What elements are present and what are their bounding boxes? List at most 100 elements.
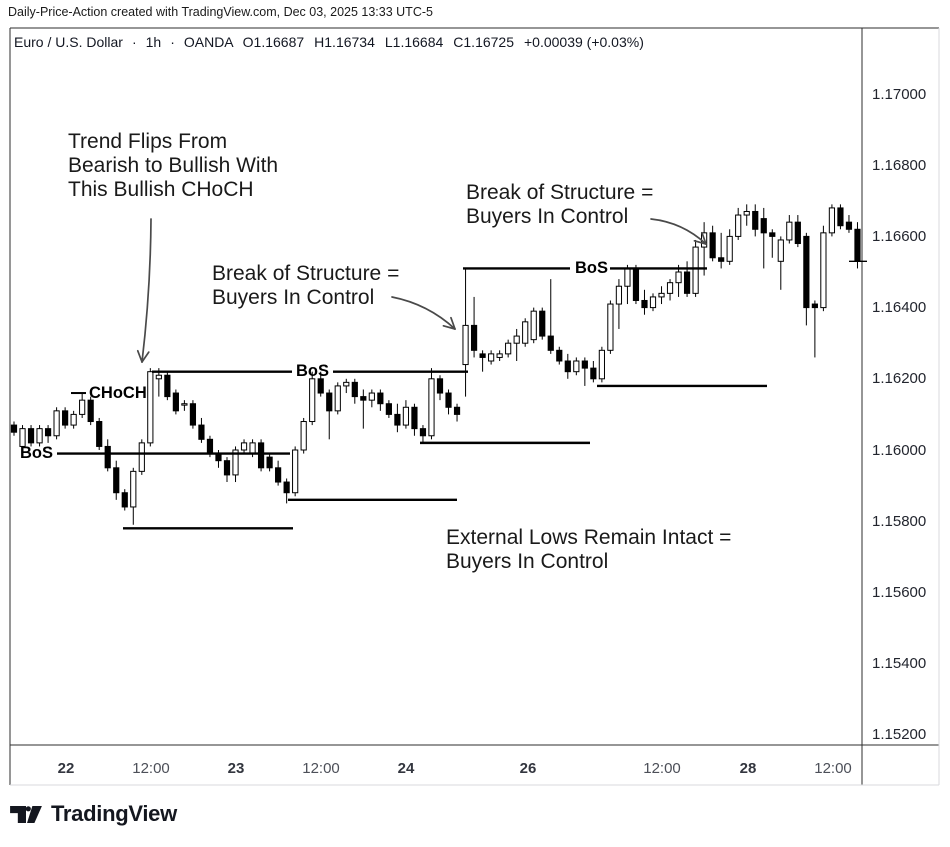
- annotation-line: External Lows Remain Intact =: [446, 526, 732, 549]
- price-axis[interactable]: 1.17000 1.16800 1.16600 1.16400 1.16200 1.160…: [862, 28, 940, 785]
- candle: [820, 225, 827, 312]
- x-axis-label: 23: [227, 760, 245, 777]
- candle: [147, 368, 154, 447]
- candle: [615, 279, 623, 329]
- structure-lines-layer: [57, 260, 867, 530]
- candle: [624, 264, 631, 305]
- ohlc-close: C1.16725: [453, 34, 514, 50]
- candle: [649, 293, 657, 312]
- candle: [513, 328, 520, 361]
- tradingview-logo[interactable]: TradingView: [10, 801, 177, 827]
- candle: [743, 204, 750, 226]
- candle: [598, 346, 605, 383]
- structure-label-choch[interactable]: CHoCH: [89, 383, 147, 402]
- candle: [445, 389, 452, 415]
- candle: [794, 215, 801, 248]
- annotation-bos-note-1[interactable]: Break of Structure = Buyers In Control: [212, 262, 399, 310]
- annotation-external-lows-note[interactable]: External Lows Remain Intact = Buyers In C…: [446, 526, 731, 574]
- interval-label[interactable]: 1h: [145, 34, 162, 50]
- candle: [709, 225, 716, 262]
- x-axis-label: 26: [519, 760, 537, 777]
- candle: [283, 478, 290, 504]
- candle: [683, 261, 691, 297]
- candle: [760, 207, 767, 269]
- structure-label-bos[interactable]: BoS: [20, 444, 53, 463]
- watermark-note: Daily-Price-Action created with TradingV…: [8, 5, 433, 19]
- candle: [564, 353, 571, 379]
- candle: [453, 403, 461, 422]
- candle: [257, 439, 265, 472]
- structure-label-bos[interactable]: BoS: [296, 362, 329, 381]
- candle: [786, 215, 793, 244]
- candle: [96, 417, 103, 450]
- ohlc-change: +0.00039 (+0.03%): [524, 34, 644, 50]
- candle: [811, 300, 818, 358]
- y-axis-label: 1.16200: [872, 370, 927, 388]
- candle: [436, 375, 444, 401]
- candle: [27, 425, 35, 447]
- candle: [496, 350, 503, 361]
- candle: [232, 446, 239, 483]
- annotation-line: Bearish to Bullish With: [68, 154, 279, 177]
- separator-dot: ·: [170, 34, 175, 50]
- annotation-arrows-layer: [136, 218, 707, 363]
- candle: [360, 389, 367, 429]
- symbol-name[interactable]: Euro / U.S. Dollar: [14, 34, 123, 50]
- annotation-line: Buyers In Control: [212, 286, 375, 309]
- candle: [317, 371, 324, 397]
- candle: [530, 307, 537, 344]
- annotation-arrow: [391, 296, 456, 330]
- ohlc-low: L1.16684: [384, 34, 444, 50]
- candle: [522, 318, 529, 347]
- candle: [752, 204, 759, 237]
- candle: [326, 389, 333, 440]
- candle: [470, 296, 478, 358]
- candle: [198, 417, 205, 443]
- y-axis-label: 1.16600: [872, 227, 927, 245]
- ohlc-values: O1.16687 H1.16734 L1.16684 C1.16725 +0.00039…: [243, 34, 654, 50]
- annotation-bos-note-2[interactable]: Break of Structure = Buyers In Control: [466, 181, 653, 229]
- candle: [44, 425, 52, 443]
- candle: [164, 371, 171, 401]
- annotation-line: Trend Flips From: [68, 130, 228, 153]
- candle: [777, 236, 784, 290]
- annotation-line: Buyers In Control: [466, 205, 629, 228]
- candle: [70, 410, 77, 429]
- candle: [539, 307, 546, 340]
- candle: [666, 279, 674, 301]
- candle: [172, 389, 179, 415]
- candle: [351, 378, 358, 404]
- annotation-line: Break of Structure =: [466, 181, 654, 204]
- symbol-info-bar: Euro / U.S. Dollar · 1h · OANDA O1.16687…: [14, 34, 654, 50]
- x-axis-label: 12:00: [643, 760, 681, 777]
- candle: [223, 457, 231, 483]
- candle: [837, 204, 844, 230]
- time-axis[interactable]: 22 12:00 23 12:00 24 26 12:00 28 12:00: [10, 745, 862, 785]
- candle: [419, 425, 427, 443]
- candle: [385, 400, 392, 418]
- candle: [607, 300, 614, 354]
- x-axis-label: 12:00: [132, 760, 170, 777]
- structure-label-bos[interactable]: BoS: [575, 258, 608, 277]
- candle: [581, 357, 588, 386]
- candle: [181, 400, 188, 411]
- annotation-choch-note[interactable]: Trend Flips From Bearish to Bullish With T…: [68, 130, 278, 202]
- exchange-label: OANDA: [183, 34, 234, 50]
- candle: [479, 350, 486, 372]
- candle: [275, 460, 282, 486]
- candle: [130, 467, 137, 525]
- candle: [266, 453, 273, 472]
- candle: [62, 407, 69, 429]
- candle: [113, 460, 120, 500]
- annotation-line: This Bullish CHoCH: [68, 178, 254, 201]
- candle: [505, 339, 512, 358]
- candle: [675, 264, 682, 297]
- candle: [394, 403, 401, 433]
- candle: [377, 389, 384, 411]
- y-axis-label: 1.15600: [872, 583, 927, 601]
- ohlc-open: O1.16687: [242, 34, 305, 50]
- candle: [658, 286, 665, 305]
- candle: [300, 417, 307, 454]
- x-axis-label: 12:00: [302, 760, 340, 777]
